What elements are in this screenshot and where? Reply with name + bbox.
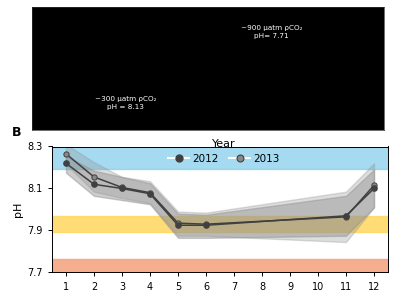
Bar [52,216,388,231]
Y-axis label: pH: pH [13,202,23,217]
Bar [52,259,388,272]
Text: A: A [7,0,17,2]
Text: B: B [12,126,21,139]
Legend: 2012, 2013: 2012, 2013 [168,139,280,164]
Text: ~300 μatm ρCO₂
pH = 8.13: ~300 μatm ρCO₂ pH = 8.13 [94,96,156,110]
Text: ~900 μatm ρCO₂
pH= 7.71: ~900 μatm ρCO₂ pH= 7.71 [241,25,302,39]
Bar [52,146,388,168]
